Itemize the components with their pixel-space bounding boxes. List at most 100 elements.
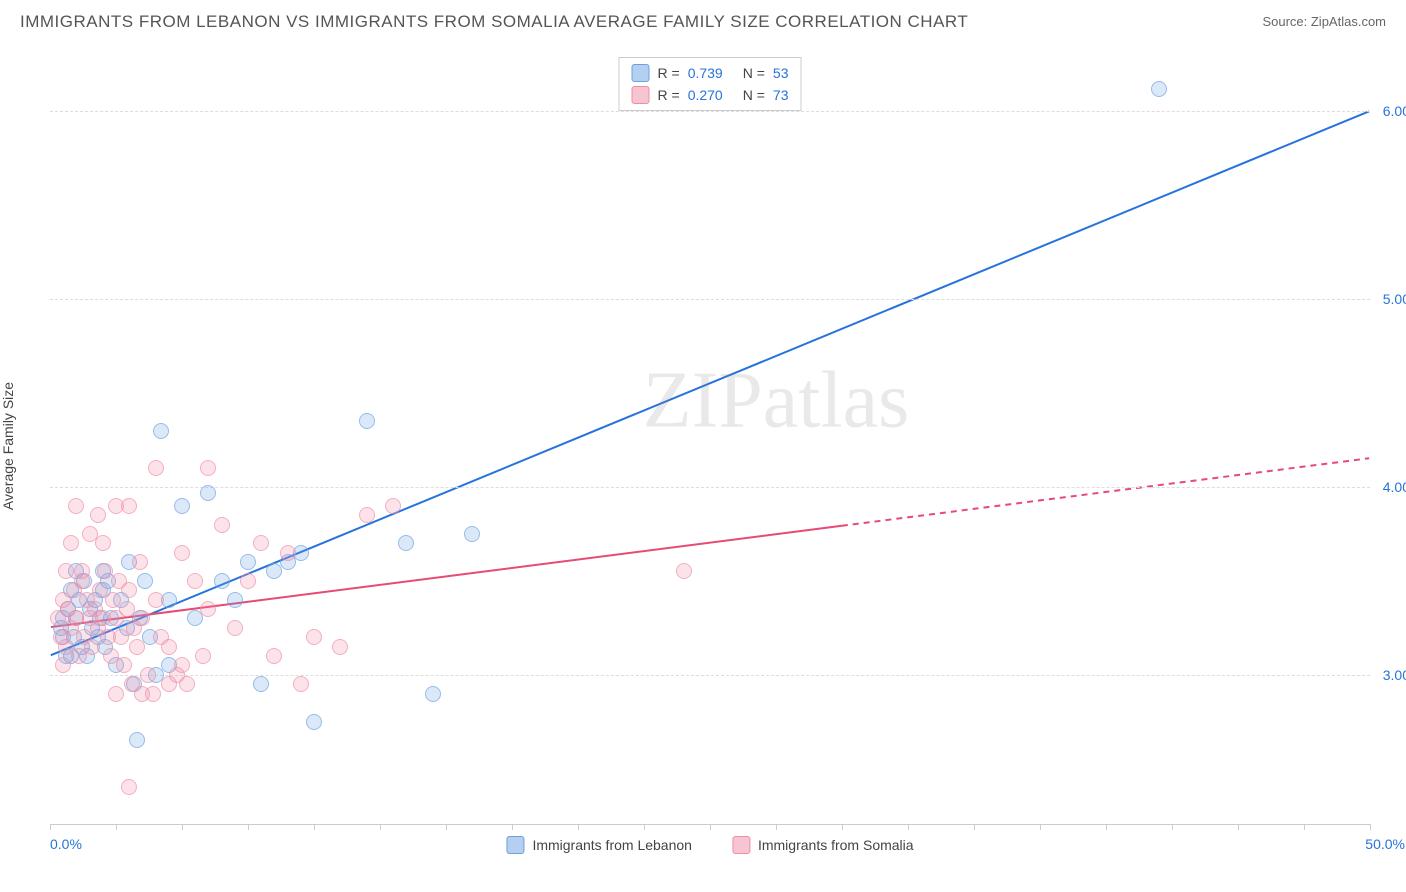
chart-title: IMMIGRANTS FROM LEBANON VS IMMIGRANTS FR…: [20, 12, 968, 32]
data-point: [200, 601, 216, 617]
data-point: [153, 423, 169, 439]
data-point: [676, 563, 692, 579]
y-tick: 5.00: [1383, 291, 1406, 307]
x-minor-tick: [182, 824, 183, 830]
gridline: [50, 675, 1370, 676]
x-minor-tick: [842, 824, 843, 830]
x-minor-tick: [1304, 824, 1305, 830]
data-point: [148, 592, 164, 608]
data-point: [214, 573, 230, 589]
data-point: [293, 676, 309, 692]
data-point: [68, 498, 84, 514]
trend-lines: [50, 55, 1370, 824]
x-minor-tick: [314, 824, 315, 830]
data-point: [129, 732, 145, 748]
data-point: [116, 657, 132, 673]
y-tick: 6.00: [1383, 103, 1406, 119]
data-point: [137, 573, 153, 589]
swatch-lebanon: [632, 64, 650, 82]
swatch-lebanon: [506, 836, 524, 854]
data-point: [1151, 81, 1167, 97]
chart-plot-area: R = 0.739 N = 53 R = 0.270 N = 73 ZIPatl…: [50, 55, 1370, 825]
legend-item-lebanon: Immigrants from Lebanon: [506, 836, 692, 854]
data-point: [174, 498, 190, 514]
swatch-somalia: [732, 836, 750, 854]
data-point: [195, 648, 211, 664]
legend-r-label: R =: [658, 87, 680, 103]
x-tick-max: 50.0%: [1365, 836, 1405, 852]
data-point: [280, 545, 296, 561]
x-minor-tick: [776, 824, 777, 830]
x-minor-tick: [1238, 824, 1239, 830]
data-point: [134, 686, 150, 702]
legend-label-somalia: Immigrants from Somalia: [758, 837, 914, 853]
x-minor-tick: [116, 824, 117, 830]
data-point: [464, 526, 480, 542]
x-minor-tick: [380, 824, 381, 830]
data-point: [266, 648, 282, 664]
legend-row-lebanon: R = 0.739 N = 53: [632, 62, 789, 84]
x-minor-tick: [644, 824, 645, 830]
legend-n-value-lebanon: 53: [773, 65, 789, 81]
series-legend: Immigrants from Lebanon Immigrants from …: [506, 836, 913, 854]
source-label: Source: ZipAtlas.com: [1262, 14, 1386, 29]
data-point: [121, 779, 137, 795]
x-minor-tick: [1106, 824, 1107, 830]
data-point: [359, 413, 375, 429]
x-minor-tick: [1040, 824, 1041, 830]
data-point: [140, 667, 156, 683]
x-minor-tick: [974, 824, 975, 830]
data-point: [84, 639, 100, 655]
data-point: [148, 460, 164, 476]
data-point: [200, 460, 216, 476]
data-point: [174, 657, 190, 673]
x-minor-tick: [1370, 824, 1371, 830]
data-point: [425, 686, 441, 702]
data-point: [240, 573, 256, 589]
legend-item-somalia: Immigrants from Somalia: [732, 836, 914, 854]
data-point: [161, 639, 177, 655]
x-minor-tick: [1172, 824, 1173, 830]
data-point: [90, 507, 106, 523]
data-point: [359, 507, 375, 523]
data-point: [332, 639, 348, 655]
y-axis-label: Average Family Size: [0, 382, 16, 510]
gridline: [50, 111, 1370, 112]
data-point: [119, 601, 135, 617]
data-point: [95, 535, 111, 551]
legend-label-lebanon: Immigrants from Lebanon: [532, 837, 692, 853]
data-point: [306, 714, 322, 730]
legend-row-somalia: R = 0.270 N = 73: [632, 84, 789, 106]
legend-r-label: R =: [658, 65, 680, 81]
data-point: [63, 535, 79, 551]
data-point: [214, 517, 230, 533]
x-minor-tick: [578, 824, 579, 830]
x-tick-min: 0.0%: [50, 836, 82, 852]
data-point: [187, 573, 203, 589]
data-point: [306, 629, 322, 645]
data-point: [227, 592, 243, 608]
legend-r-value-lebanon: 0.739: [688, 65, 723, 81]
gridline: [50, 299, 1370, 300]
x-minor-tick: [710, 824, 711, 830]
x-minor-tick: [512, 824, 513, 830]
data-point: [121, 582, 137, 598]
x-minor-tick: [248, 824, 249, 830]
gridline: [50, 487, 1370, 488]
data-point: [74, 563, 90, 579]
data-point: [200, 485, 216, 501]
data-point: [385, 498, 401, 514]
legend-r-value-somalia: 0.270: [688, 87, 723, 103]
data-point: [108, 686, 124, 702]
legend-n-label: N =: [743, 87, 765, 103]
data-point: [134, 610, 150, 626]
data-point: [253, 535, 269, 551]
x-minor-tick: [50, 824, 51, 830]
y-tick: 3.00: [1383, 667, 1406, 683]
legend-n-value-somalia: 73: [773, 87, 789, 103]
y-tick: 4.00: [1383, 479, 1406, 495]
correlation-legend: R = 0.739 N = 53 R = 0.270 N = 73: [619, 57, 802, 111]
data-point: [161, 676, 177, 692]
x-minor-tick: [446, 824, 447, 830]
data-point: [240, 554, 256, 570]
